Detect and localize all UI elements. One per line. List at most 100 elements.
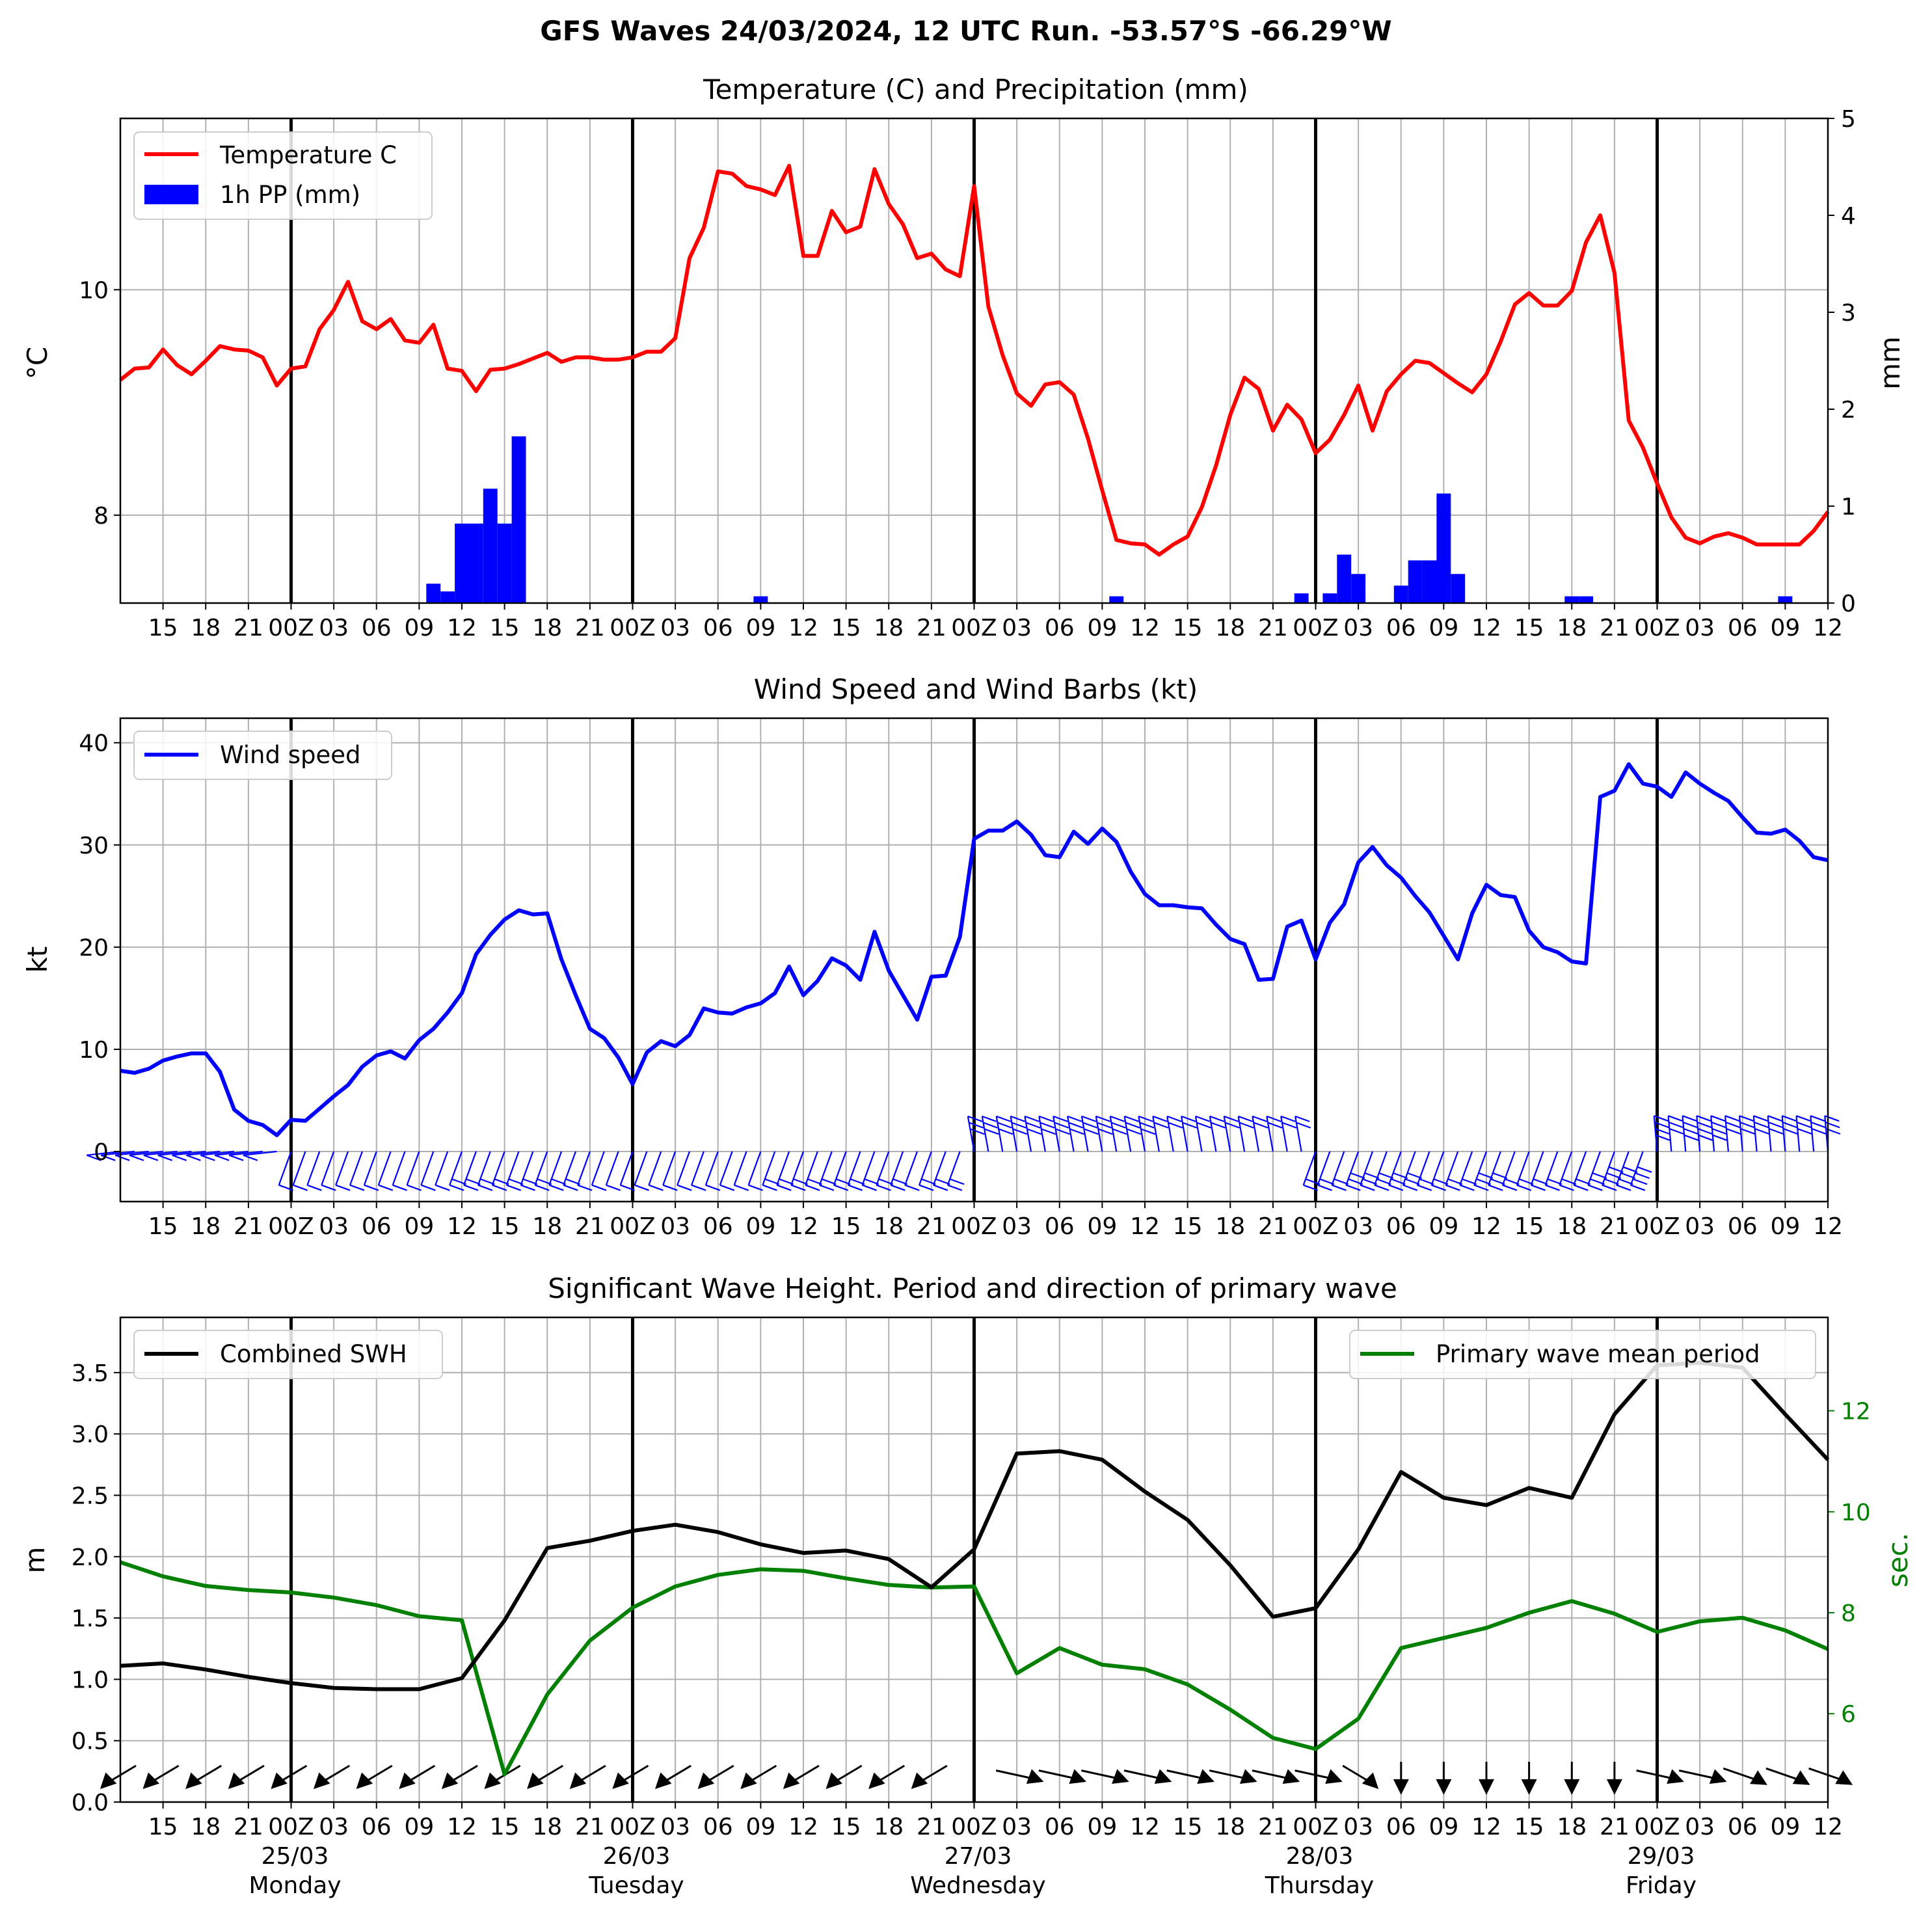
- wind-barb-staff: [1138, 1116, 1146, 1152]
- precipitation-bar: [1393, 586, 1408, 603]
- wind-barb-feather: [1710, 1115, 1726, 1122]
- x-tick-label: 21: [575, 1213, 605, 1240]
- x-tick-label: 18: [874, 1213, 904, 1240]
- wind-barb-feather: [1711, 1122, 1726, 1129]
- precipitation-bar: [468, 523, 483, 603]
- panel1-title: Temperature (C) and Precipitation (mm): [703, 74, 1248, 105]
- wind-barb-feather: [1473, 1184, 1489, 1191]
- x-tick-label: 12: [1813, 1213, 1843, 1240]
- wave-arrow-head: [655, 1772, 672, 1789]
- wind-barb-staff: [363, 1151, 377, 1186]
- wind-barb-feather: [1402, 1184, 1418, 1191]
- panel2-ylabel: kt: [21, 947, 53, 973]
- legend-wind-label: Wind speed: [220, 741, 361, 769]
- wind-barb-staff: [243, 1150, 277, 1156]
- precipitation-bar: [497, 523, 512, 603]
- x-tick-label: 15: [1173, 615, 1203, 641]
- precipitation-bar: [440, 591, 455, 603]
- panel1-ylabel: °C: [21, 347, 53, 379]
- wind-barb-staff: [1123, 1116, 1132, 1152]
- wind-barb-feather: [1124, 1115, 1139, 1122]
- wave-arrow-head: [868, 1772, 885, 1789]
- temperature-line: [119, 163, 1830, 557]
- wind-barb-staff: [420, 1151, 435, 1186]
- wave-period-line: [120, 1560, 1829, 1777]
- wind-barb-feather: [1616, 1184, 1631, 1191]
- wind-barb-staff: [1280, 1116, 1288, 1152]
- wind-barb-staff: [1682, 1116, 1687, 1152]
- panel2-day-lines: [289, 718, 1659, 1202]
- y-tick-label: 40: [79, 731, 109, 757]
- wind-barb-staff: [377, 1151, 392, 1186]
- wind-barb-feather: [172, 1154, 187, 1161]
- wind-barb-staff: [335, 1151, 349, 1186]
- wave-arrow-head: [142, 1772, 159, 1789]
- wind-barb-feather: [662, 1184, 678, 1191]
- wind-barb-feather: [876, 1184, 891, 1191]
- wave-arrow-head: [527, 1772, 544, 1789]
- wind-barb-staff: [577, 1151, 591, 1186]
- wind-barb-feather: [1635, 1172, 1650, 1179]
- wind-barb-feather: [1025, 1115, 1040, 1122]
- wind-barb-feather: [243, 1154, 258, 1161]
- y-tick-label: 1.0: [72, 1667, 109, 1693]
- x-tick-label: 21: [917, 1814, 946, 1840]
- y-tick-label: 20: [79, 935, 109, 962]
- wind-barb-staff: [129, 1150, 163, 1156]
- wind-barb-feather: [129, 1154, 144, 1161]
- wind-barb-staff: [1781, 1116, 1786, 1152]
- precipitation-bar: [1337, 554, 1352, 603]
- wind-barb-feather: [1138, 1115, 1153, 1122]
- wind-barb-staff: [306, 1151, 321, 1186]
- wind-barb-feather: [691, 1184, 706, 1191]
- wind-barb-feather: [1739, 1122, 1755, 1129]
- wind-barb-feather: [933, 1184, 948, 1191]
- wind-barb-feather: [1740, 1127, 1756, 1135]
- wind-barb-feather: [535, 1184, 550, 1191]
- wind-barb-feather: [1754, 1122, 1769, 1129]
- wave-arrow-head: [1606, 1779, 1622, 1795]
- x-tick-label: 12: [1130, 1213, 1160, 1240]
- wind-barb-feather: [1296, 1122, 1311, 1129]
- wind-barb-staff: [1767, 1116, 1772, 1152]
- wind-barb-feather: [1125, 1122, 1140, 1129]
- wind-barb-feather: [1684, 1134, 1699, 1141]
- wave-arrow-head: [1112, 1769, 1129, 1784]
- x-tick-label: 00Z: [1634, 1814, 1680, 1840]
- x-tick-label: 18: [191, 615, 221, 641]
- precipitation-bar: [1294, 593, 1309, 603]
- wind-barb-feather: [1797, 1127, 1812, 1135]
- wind-barb-feather: [819, 1184, 835, 1191]
- wind-barb-staff: [143, 1150, 178, 1156]
- wind-barb-feather: [1095, 1115, 1111, 1122]
- wind-barb-feather: [1682, 1122, 1698, 1129]
- wind-barb-staff: [157, 1150, 192, 1156]
- wind-barb-feather: [1038, 1115, 1054, 1122]
- legend-precipitation-swatch: [144, 185, 198, 204]
- wind-barb-feather: [591, 1184, 607, 1191]
- panel2-title: Wind Speed and Wind Barbs (kt): [754, 673, 1198, 705]
- wind-barb-feather: [1769, 1127, 1784, 1135]
- wind-barb-staff: [605, 1151, 619, 1186]
- wind-barb-feather: [1281, 1122, 1297, 1129]
- wind-barb-staff: [1501, 1151, 1516, 1186]
- y-tick-label: 1.5: [72, 1606, 109, 1632]
- wind-barb-feather: [1545, 1184, 1560, 1191]
- wind-barb-feather: [1459, 1184, 1475, 1191]
- x-tick-label: 00Z: [951, 1213, 997, 1240]
- wind-barb-staff: [1266, 1116, 1274, 1152]
- wave-arrow-head: [441, 1772, 459, 1789]
- wind-barb-staff: [1738, 1116, 1743, 1152]
- wind-barb-feather: [1810, 1115, 1825, 1122]
- y-tick-label-right: 10: [1841, 1500, 1871, 1526]
- wind-barb-staff: [477, 1151, 491, 1186]
- wind-barb-feather: [1654, 1122, 1669, 1129]
- day-label-weekday: Monday: [248, 1872, 341, 1899]
- wave-arrow-head: [1436, 1779, 1452, 1795]
- wave-direction-arrows: [100, 1762, 1853, 1795]
- y-tick-label-right: 3: [1841, 300, 1856, 327]
- wave-arrow-head: [271, 1772, 288, 1789]
- x-tick-label: 21: [234, 1213, 263, 1240]
- x-tick-label: 18: [1215, 615, 1245, 641]
